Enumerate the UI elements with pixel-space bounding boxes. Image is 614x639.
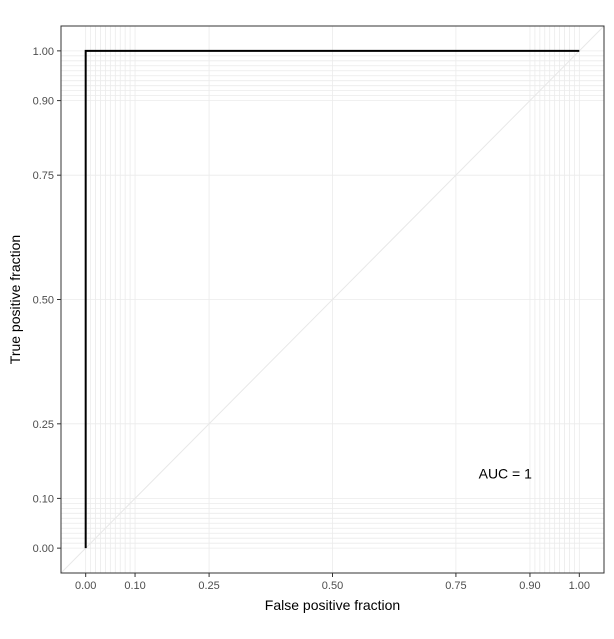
x-tick-label: 0.90 xyxy=(519,580,540,592)
x-tick-label: 0.00 xyxy=(75,580,96,592)
y-tick-label: 0.25 xyxy=(33,419,54,431)
x-tick-label: 0.25 xyxy=(198,580,219,592)
roc-curve-line xyxy=(84,49,580,549)
y-tick-label: 0.75 xyxy=(33,170,54,182)
auc-annotation: AUC = 1 xyxy=(479,466,533,482)
x-tick-label: 0.10 xyxy=(124,580,145,592)
grid-lines xyxy=(61,26,604,573)
y-tick-label: 0.10 xyxy=(33,493,54,505)
y-tick-label: 0.50 xyxy=(33,295,54,307)
diagonal-line xyxy=(60,25,605,574)
x-tick-label: 0.75 xyxy=(445,580,466,592)
x-tick-label: 1.00 xyxy=(569,580,590,592)
x-axis-title: False positive fraction xyxy=(265,597,400,613)
y-tick-label: 0.90 xyxy=(33,96,54,108)
y-tick-label: 0.00 xyxy=(33,543,54,555)
y-axis-title: True positive fraction xyxy=(7,235,23,364)
roc-series xyxy=(84,49,580,549)
axis-ticks: 0.00 0.10 0.25 0.50 0.75 0.90 1.00 0.00 0.10 0.25… xyxy=(33,46,590,592)
y-tick-label: 1.00 xyxy=(33,46,54,58)
reference-diagonal xyxy=(60,25,605,574)
x-tick-label: 0.50 xyxy=(322,580,343,592)
annotations: AUC = 1 xyxy=(479,466,533,482)
